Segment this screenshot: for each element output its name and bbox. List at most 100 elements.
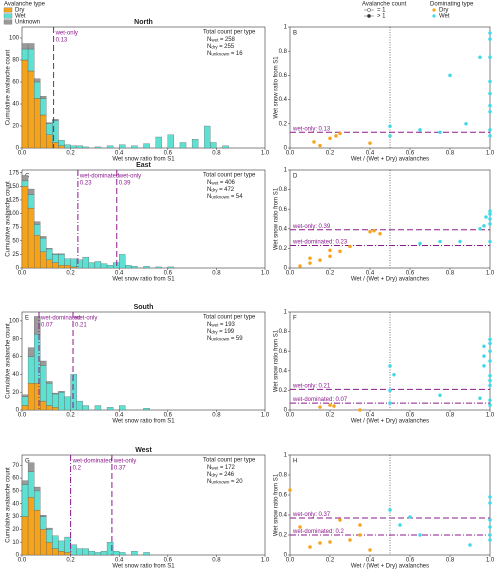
- scatter-point: [488, 349, 492, 354]
- info-title: Total count per type: [203, 30, 256, 36]
- y-tick-label: 100: [9, 211, 20, 217]
- x-tick-label: 1.0: [486, 151, 495, 157]
- info-entry: Nunknown = 20: [207, 479, 243, 485]
- scatter-point: [318, 405, 322, 409]
- threshold-name: wet-dominated:: [292, 239, 334, 245]
- threshold-value: 0.39: [119, 181, 131, 187]
- scatter-point: [368, 141, 372, 145]
- histogram-bar: [52, 548, 59, 556]
- y-tick-label: 150: [9, 184, 20, 190]
- scatter-point: [482, 224, 486, 228]
- panel-letter: F: [293, 316, 297, 322]
- scatter-point: [388, 388, 392, 393]
- x-tick-label: 0.8: [212, 151, 221, 157]
- info-symbol: N: [207, 37, 211, 43]
- histogram-bar: [40, 251, 47, 269]
- panel-letter: H: [293, 459, 297, 465]
- histogram-bar: [52, 262, 59, 269]
- legend-marker: [432, 8, 436, 12]
- x-tick-label: 0.2: [66, 271, 75, 277]
- scatter-point: [488, 222, 492, 226]
- y-axis-label: Cumulative avalanche count: [6, 49, 12, 125]
- scatter-point: [378, 231, 382, 236]
- threshold-label: wet-only: [113, 459, 136, 465]
- legend-swatch: [3, 13, 13, 19]
- threshold-label: wet-only: 0.37: [292, 512, 331, 518]
- y-tick-label: 60: [12, 80, 19, 86]
- threshold-label: wet-only: 0.21: [292, 383, 331, 389]
- histogram-bar: [58, 540, 65, 552]
- y-tick-label: 20: [12, 390, 19, 396]
- histogram-bar: [131, 266, 138, 269]
- y-tick-label: 0: [16, 408, 20, 414]
- x-tick-label: 0.8: [212, 413, 221, 419]
- scatter-point: [418, 128, 422, 132]
- x-tick-label: 0.8: [446, 413, 455, 419]
- histogram-bar: [27, 497, 35, 556]
- info-subscript: wet: [211, 466, 219, 471]
- info-title: Total count per type: [203, 173, 256, 179]
- histogram-bar: [52, 535, 59, 549]
- histogram-bar: [46, 381, 53, 384]
- scatter-point: [358, 523, 362, 527]
- x-tick-label: 0.0: [18, 413, 27, 419]
- y-axis-label: Wet snow ratio from S1: [274, 56, 280, 119]
- y-tick-label: 0: [16, 553, 20, 559]
- legend-label: Wet: [15, 14, 26, 20]
- histogram-bar: [40, 365, 47, 402]
- histogram-bar: [46, 383, 53, 406]
- scatter-point: [308, 256, 312, 261]
- y-tick-label: 0.2: [279, 388, 288, 394]
- histogram-bar: [46, 134, 53, 149]
- info-value: 193: [225, 322, 236, 328]
- scatter-point: [372, 228, 376, 233]
- histogram-bar: [21, 394, 29, 397]
- scatter-point: [488, 91, 492, 96]
- x-tick-label: 0.6: [406, 558, 415, 564]
- histogram-bar: [52, 253, 59, 255]
- y-tick-label: 0.2: [279, 121, 288, 127]
- histogram-bar: [40, 515, 47, 517]
- histogram-bar: [58, 265, 65, 269]
- info-subscript: unknown: [211, 52, 230, 57]
- threshold-label: wet-dominated: 0.23: [292, 239, 348, 245]
- y-tick-label: 100: [9, 36, 20, 42]
- x-tick-label: 0.6: [164, 271, 173, 277]
- info-symbol: N: [207, 180, 211, 186]
- y-tick-label: 0.4: [279, 368, 288, 374]
- x-axis-label: Wet / (Wet + Dry) avalanches: [351, 157, 429, 163]
- legend-label: = 1: [377, 8, 386, 14]
- scatter-point: [338, 131, 342, 136]
- legend-marker: [432, 14, 436, 18]
- x-tick-label: 0.0: [18, 151, 27, 157]
- threshold-label: wet-only: [74, 316, 97, 322]
- scatter-point: [488, 217, 492, 221]
- histogram-bar: [106, 407, 114, 411]
- histogram-bar: [27, 347, 35, 357]
- histogram-bar: [46, 529, 53, 543]
- histogram-bar: [210, 142, 217, 149]
- histogram-bar: [40, 400, 47, 411]
- x-tick-label: 0.0: [286, 151, 295, 157]
- scatter-point: [338, 249, 342, 254]
- legend-label: Unknown: [15, 20, 40, 26]
- x-tick-label: 0.4: [115, 151, 124, 157]
- x-tick-label: 0.2: [66, 558, 75, 564]
- y-tick-label: 0.4: [279, 226, 288, 232]
- x-tick-label: 0.4: [366, 558, 375, 564]
- x-tick-label: 1.0: [261, 413, 270, 419]
- threshold-value: 0.37: [114, 466, 126, 472]
- scatter-point: [482, 364, 486, 368]
- threshold-name: wet-only:: [292, 223, 317, 229]
- scatter-point: [488, 103, 492, 108]
- threshold-name: wet-only:: [292, 126, 317, 132]
- scatter-point: [298, 264, 302, 268]
- threshold-value: 0.23: [336, 239, 348, 245]
- y-tick-label: 20: [12, 124, 19, 130]
- histogram-bar: [64, 258, 71, 266]
- scatter-point: [312, 140, 316, 144]
- histogram-bar: [94, 405, 102, 411]
- y-tick-label: 1: [284, 168, 288, 174]
- x-axis-label: Wet snow ratio from S1: [112, 564, 175, 570]
- threshold-value: 0.13: [319, 126, 331, 132]
